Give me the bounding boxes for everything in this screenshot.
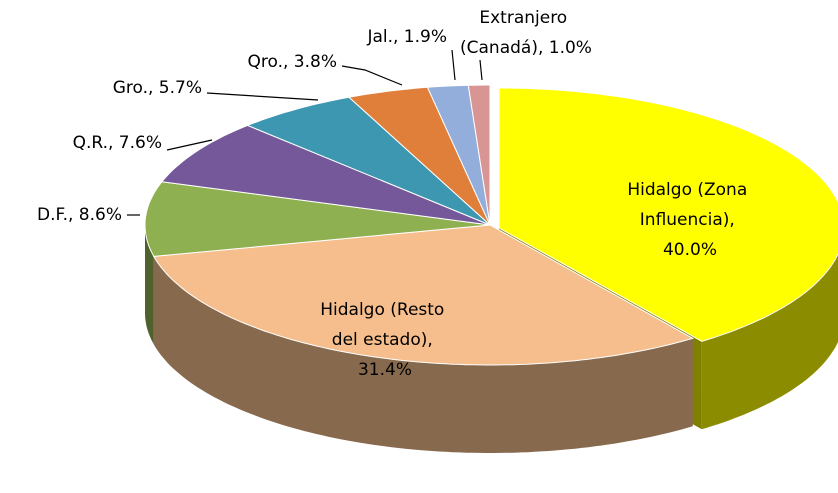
slice-side bbox=[153, 256, 693, 453]
slice-side bbox=[701, 253, 838, 430]
slice bbox=[467, 84, 491, 226]
slice-side bbox=[145, 225, 154, 345]
data-label: Jal., 1.9% bbox=[366, 27, 447, 47]
slice bbox=[144, 181, 491, 257]
slice bbox=[498, 87, 838, 342]
leader-line bbox=[166, 139, 213, 151]
data-label: D.F., 8.6% bbox=[37, 205, 122, 225]
data-label: Q.R., 7.6% bbox=[73, 133, 162, 153]
data-label: Hidalgo (Zona Influencia), 40.0% bbox=[627, 180, 752, 260]
data-label: Hidalgo (Resto del estado), 31.4% bbox=[320, 300, 450, 380]
data-label: Extranjero (Canadá), 1.0% bbox=[460, 8, 592, 58]
leader-line bbox=[341, 65, 403, 86]
slice bbox=[426, 84, 491, 226]
slice bbox=[160, 124, 491, 226]
data-label: Qro., 3.8% bbox=[248, 52, 338, 72]
leader-line bbox=[206, 92, 319, 101]
leader-line bbox=[479, 59, 483, 81]
data-label: Gro., 5.7% bbox=[113, 78, 202, 98]
slice bbox=[347, 86, 491, 226]
leader-line bbox=[451, 49, 456, 81]
slice bbox=[152, 224, 695, 366]
slice bbox=[246, 96, 491, 226]
